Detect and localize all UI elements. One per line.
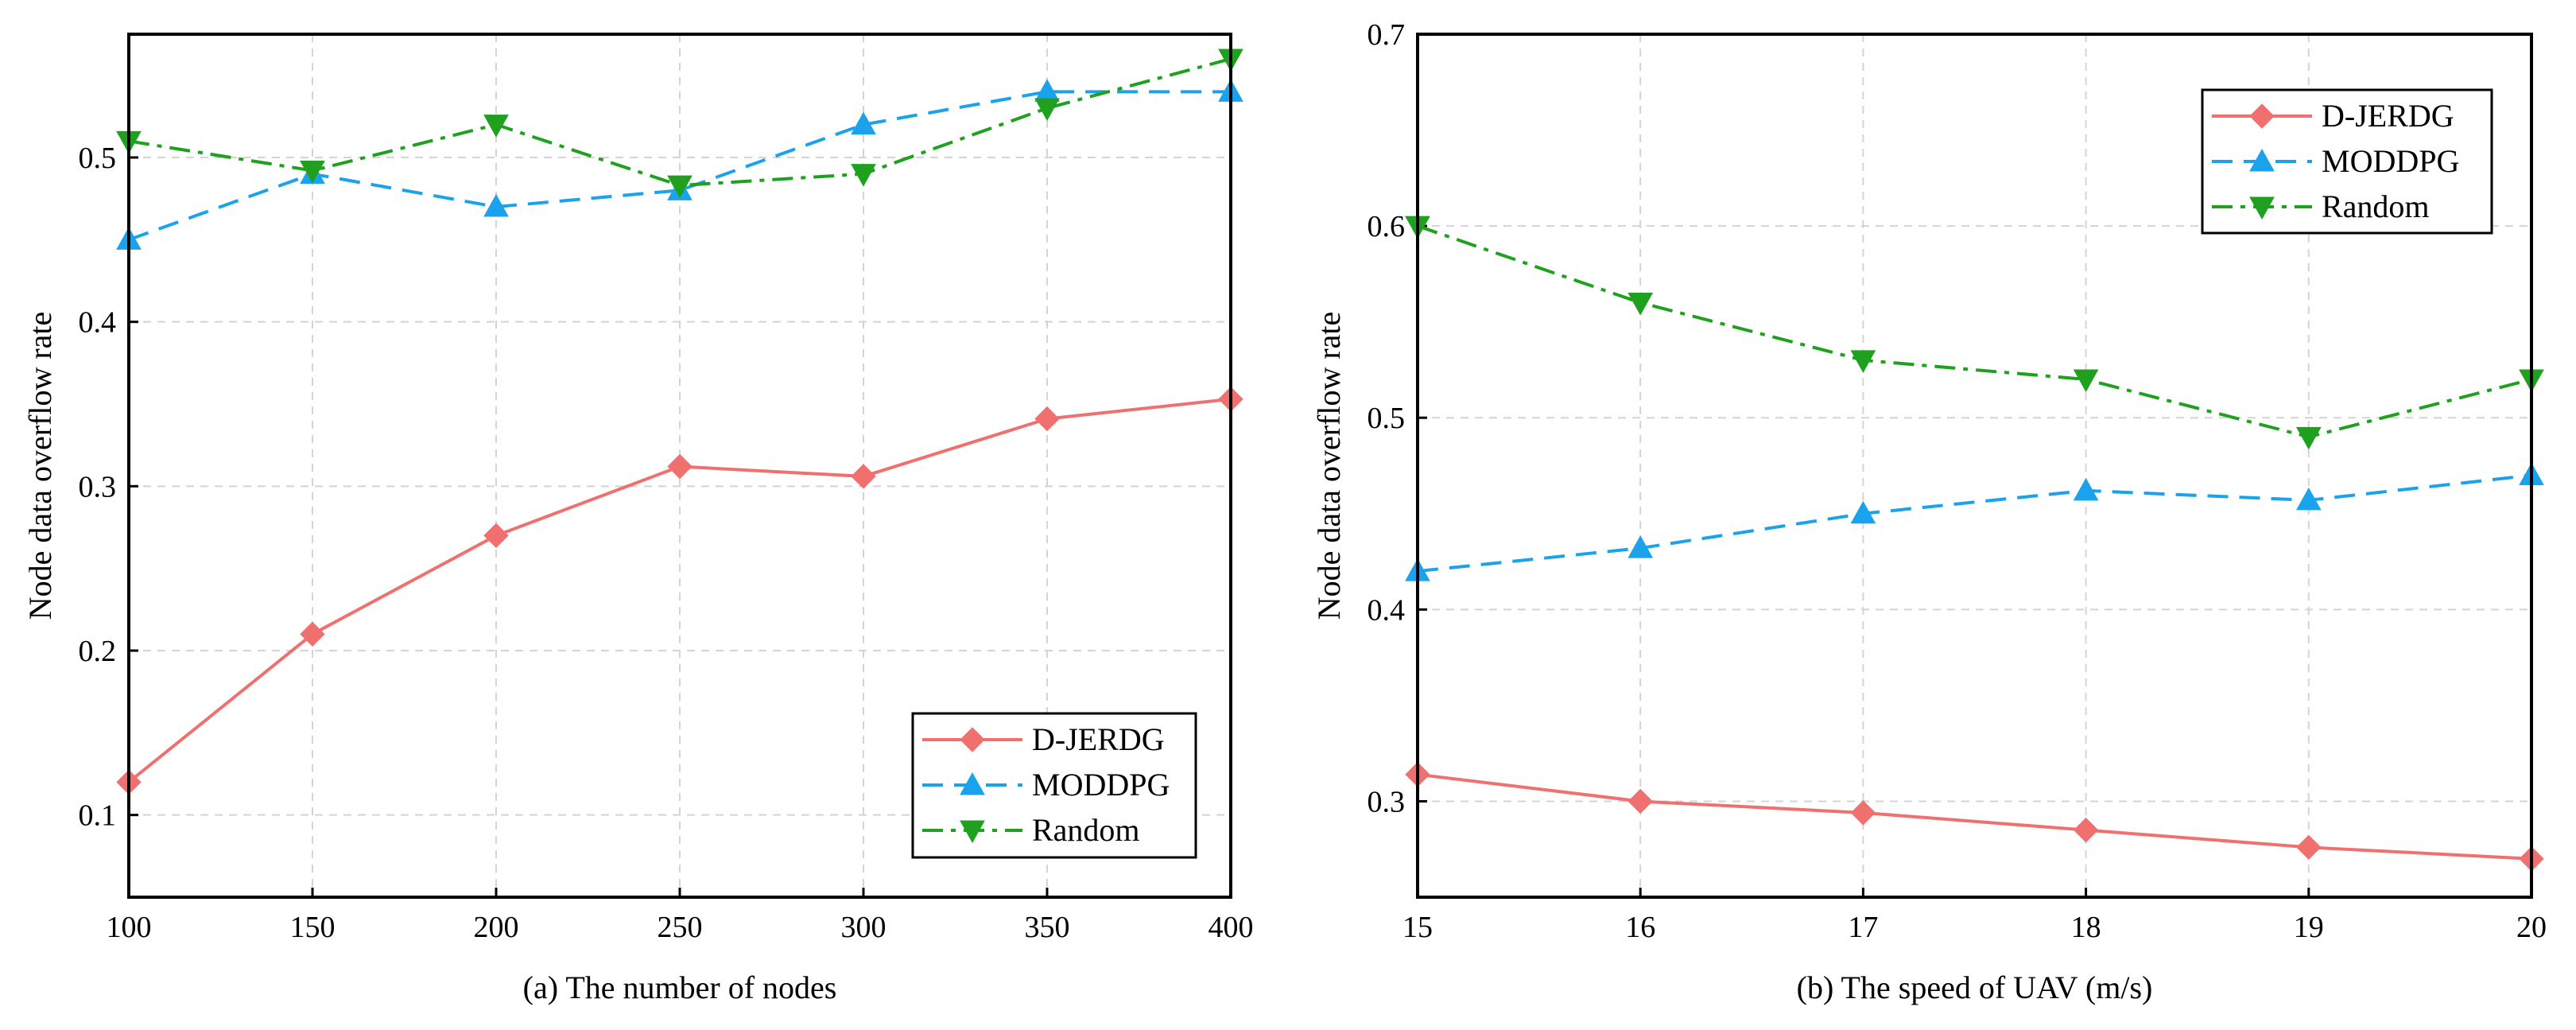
chart-a-legend-marker xyxy=(960,772,985,795)
chart-a-ytick-label: 0.5 xyxy=(79,142,117,175)
chart-a-xtick-label: 100 xyxy=(107,911,152,944)
chart-a-ytick-label: 0.4 xyxy=(79,306,117,340)
chart-b-legend-label: D-JERDG xyxy=(2322,98,2454,134)
chart-b-point xyxy=(2073,369,2099,393)
chart-a-xtick-label: 300 xyxy=(841,911,886,944)
chart-a-ytick-label: 0.3 xyxy=(79,470,117,503)
chart-a-point xyxy=(667,453,692,480)
chart-b-series-random xyxy=(1405,216,2544,450)
chart-b-point xyxy=(2295,487,2322,511)
chart-b-caption: (b) The speed of UAV (m/s) xyxy=(1797,970,2153,1005)
chart-a-caption: (a) The number of nodes xyxy=(523,970,837,1005)
chart-a-ytick-label: 0.2 xyxy=(79,635,117,668)
chart-b-point xyxy=(2295,426,2322,450)
chart-b-point xyxy=(1627,293,1654,316)
chart-b-xtick-label: 19 xyxy=(2294,911,2324,944)
chart-a-plot-frame xyxy=(127,33,1232,899)
chart-b-ytick-label: 0.4 xyxy=(1368,593,1406,627)
chart-a-point xyxy=(851,464,876,489)
chart-b-ylabel: Node data overflow rate xyxy=(1311,312,1347,620)
chart-a-legend-marker xyxy=(960,820,985,844)
chart-b-point xyxy=(1850,800,1876,826)
chart-b-point xyxy=(2073,477,2099,501)
chart-a-xtick-label: 200 xyxy=(474,911,519,944)
chart-a: 100 150 200 250 300 350 400 0.1 0.2 0.3 0.4 0.5 Node… xyxy=(22,33,1254,1005)
chart-b-series-moddpg xyxy=(1405,462,2544,581)
chart-a-point xyxy=(1034,406,1060,432)
chart-a-point xyxy=(851,111,876,135)
chart-a-legend-label: MODDPG xyxy=(1032,767,1170,803)
chart-b-series-djerdg xyxy=(1405,761,2544,872)
chart-b-line xyxy=(1417,473,2532,573)
chart-b-xtick-label: 16 xyxy=(1625,911,1655,944)
chart-a-point xyxy=(300,621,325,647)
chart-a-xtick-label: 150 xyxy=(290,911,336,944)
chart-b-legend-marker xyxy=(2249,103,2275,129)
chart-a-point xyxy=(483,115,509,138)
chart-a-point xyxy=(667,175,692,199)
chart-b-point xyxy=(2296,834,2322,861)
chart-b-xtick-label: 17 xyxy=(1848,911,1878,944)
chart-a-legend-marker xyxy=(960,727,985,752)
chart-b-xtick-label: 20 xyxy=(2516,911,2547,944)
chart-a-point xyxy=(1034,98,1060,122)
chart-b-legend-label: MODDPG xyxy=(2322,143,2459,179)
chart-a-legend: D-JERDG MODDPG Random xyxy=(911,712,1197,859)
chart-b-ytick-label: 0.7 xyxy=(1368,18,1406,52)
chart-b-plot-frame xyxy=(1416,33,2533,899)
chart-b: 15 16 17 18 19 20 0.3 0.4 0.5 0.6 0.7 Node data ove… xyxy=(1311,18,2547,1005)
chart-b-point xyxy=(1850,350,1876,373)
chart-b-point xyxy=(1627,788,1653,814)
chart-a-point xyxy=(300,161,325,184)
chart-b-line xyxy=(1417,772,2532,861)
chart-b-xtick-label: 18 xyxy=(2071,911,2101,944)
chart-a-point xyxy=(851,164,876,187)
chart-b-ytick-label: 0.6 xyxy=(1368,210,1406,243)
chart-a-xtick-label: 400 xyxy=(1208,911,1254,944)
chart-b-ytick-label: 0.5 xyxy=(1368,402,1406,435)
chart-b-point xyxy=(1850,500,1876,524)
chart-a-legend-label: D-JERDG xyxy=(1032,721,1165,757)
chart-a-xtick-label: 350 xyxy=(1025,911,1070,944)
chart-b-xtick-label: 15 xyxy=(1402,911,1433,944)
chart-a-series-random xyxy=(116,49,1243,199)
chart-b-legend-label: Random xyxy=(2322,189,2430,224)
chart-b-ytick-label: 0.3 xyxy=(1368,785,1406,818)
chart-b-point xyxy=(1627,535,1654,558)
chart-a-point xyxy=(483,523,509,549)
chart-a-ylabel: Node data overflow rate xyxy=(22,312,58,620)
chart-a-ytick-label: 0.1 xyxy=(79,799,117,833)
chart-a-xtick-label: 250 xyxy=(658,911,703,944)
chart-b-point xyxy=(2073,817,2099,843)
chart-b-legend: D-JERDG MODDPG Random xyxy=(2201,88,2493,235)
chart-a-point xyxy=(483,193,509,217)
chart-a-legend-label: Random xyxy=(1032,812,1140,848)
chart-b-line xyxy=(1417,224,2532,439)
chart-b-legend-marker xyxy=(2249,196,2275,220)
chart-b-legend-marker xyxy=(2249,148,2275,172)
